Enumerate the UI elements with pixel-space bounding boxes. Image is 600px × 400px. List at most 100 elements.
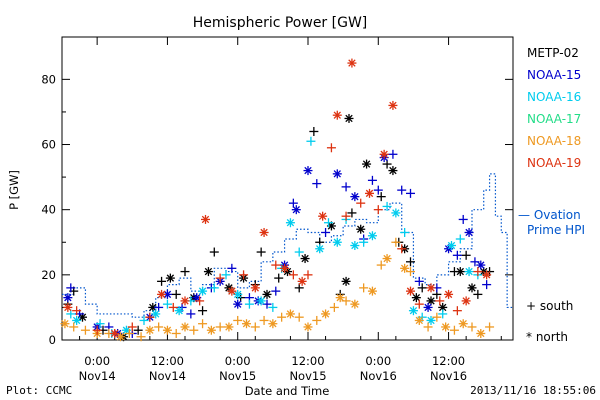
noaa-19-point-north bbox=[201, 214, 210, 224]
chart-title: Hemispheric Power [GW] bbox=[193, 15, 368, 31]
metp-02-point-north bbox=[467, 283, 477, 293]
x-tick-time: 12:00 bbox=[151, 354, 184, 368]
noaa-19-point-north bbox=[250, 283, 260, 293]
noaa-19-point-south bbox=[435, 296, 445, 306]
noaa-18-point-north bbox=[441, 322, 451, 332]
noaa-16-point-north bbox=[151, 309, 161, 319]
footer-timestamp: 2013/11/16 18:55:06 bbox=[470, 384, 596, 397]
noaa-15-point-south bbox=[367, 175, 377, 185]
noaa-16-point-north bbox=[408, 306, 418, 316]
noaa-18-point-north bbox=[458, 319, 468, 329]
legend-entry: NOAA-19 bbox=[527, 156, 581, 170]
metp-02-point-south bbox=[406, 257, 415, 267]
noaa-18-point-north bbox=[60, 319, 70, 329]
y-tick-label: 0 bbox=[49, 333, 56, 347]
noaa-18-point-south bbox=[449, 325, 459, 335]
y-tick-label: 40 bbox=[41, 203, 56, 217]
noaa-19-point-north bbox=[318, 211, 328, 221]
noaa-16-point-north bbox=[332, 237, 342, 247]
metp-02-point-north bbox=[344, 113, 354, 123]
noaa-18-point-south bbox=[233, 315, 243, 325]
noaa-18-point-north bbox=[321, 309, 331, 319]
noaa-18-point-north bbox=[224, 322, 234, 332]
noaa-19-point-north bbox=[227, 286, 237, 296]
noaa-16-point-south bbox=[455, 234, 465, 244]
noaa-19-point-north bbox=[426, 283, 436, 293]
noaa-19-point-north bbox=[461, 296, 471, 306]
metp-02-point-south bbox=[198, 306, 208, 316]
noaa-16-point-north bbox=[391, 208, 401, 218]
metp-02-point-south bbox=[473, 289, 483, 299]
metp-02-point-south bbox=[461, 250, 471, 260]
x-axis: 0:00Nov1412:00Nov140:00Nov1512:00Nov150:… bbox=[79, 37, 502, 383]
noaa-15-point-north bbox=[291, 205, 301, 215]
noaa-18-point-north bbox=[367, 286, 377, 296]
noaa-19-point-south bbox=[397, 244, 407, 254]
noaa-19-point-south bbox=[452, 306, 462, 316]
noaa-18-point-north bbox=[414, 315, 424, 325]
x-tick-time: 0:00 bbox=[225, 354, 251, 368]
noaa-18-point-north bbox=[303, 322, 313, 332]
noaa-15-point-south bbox=[482, 280, 492, 290]
x-tick-time: 12:00 bbox=[291, 354, 324, 368]
noaa-15-point-north bbox=[350, 192, 360, 202]
noaa-15-point-south bbox=[186, 309, 196, 319]
metp-02-point-south bbox=[157, 276, 167, 286]
legend-entry: NOAA-17 bbox=[527, 112, 581, 126]
noaa-15-point-south bbox=[388, 149, 398, 159]
noaa-18-point-south bbox=[277, 312, 287, 322]
noaa-16-point-north bbox=[464, 267, 474, 277]
metp-02-point-south bbox=[347, 208, 357, 218]
noaa-16-point-north bbox=[285, 218, 295, 228]
noaa-19-point-north bbox=[379, 149, 389, 159]
noaa-15-point-south bbox=[397, 185, 407, 195]
x-tick-time: 12:00 bbox=[432, 354, 465, 368]
noaa-18-point-south bbox=[329, 302, 339, 312]
noaa-19-point-south bbox=[215, 273, 225, 283]
footer-plot-credit: Plot: CCMC bbox=[6, 384, 72, 397]
noaa-16-point-north bbox=[256, 296, 266, 306]
noaa-15-point-south bbox=[373, 185, 383, 195]
noaa-18-point-north bbox=[180, 322, 190, 332]
noaa-18-point-north bbox=[242, 319, 251, 329]
metp-02-point-north bbox=[362, 159, 372, 169]
noaa-15-point-north bbox=[476, 260, 486, 270]
noaa-16-point-south bbox=[382, 201, 392, 211]
x-tick-date: Nov15 bbox=[289, 369, 326, 383]
noaa-15-point-north bbox=[162, 289, 172, 299]
noaa-15-point-north bbox=[464, 227, 474, 237]
noaa-18-point-south bbox=[312, 315, 322, 325]
x-tick-date: Nov14 bbox=[149, 369, 186, 383]
noaa-18-point-south bbox=[215, 322, 225, 332]
metp-02-point-north bbox=[165, 273, 175, 283]
x-tick-date: Nov16 bbox=[430, 369, 467, 383]
x-tick-time: 0:00 bbox=[365, 354, 391, 368]
metp-02-point-south bbox=[309, 126, 319, 136]
noaa-19-point-north bbox=[110, 328, 120, 338]
noaa-16-point-south bbox=[139, 315, 149, 325]
noaa-19-point-south bbox=[127, 322, 137, 332]
metp-02-point-south bbox=[133, 325, 143, 335]
noaa-19-point-south bbox=[414, 299, 424, 309]
noaa-18-point-south bbox=[189, 325, 199, 335]
x-axis-label: Date and Time bbox=[245, 384, 330, 398]
noaa-18-point-south bbox=[250, 322, 260, 332]
noaa-18-point-south bbox=[124, 328, 134, 338]
noaa-18-point-south bbox=[432, 312, 442, 322]
noaa-15-point-south bbox=[312, 179, 322, 189]
noaa-18-point-south bbox=[171, 328, 181, 338]
metp-02-point-north bbox=[341, 276, 351, 286]
noaa-16-point-south bbox=[221, 270, 231, 280]
noaa-18-point-south bbox=[341, 296, 351, 306]
metp-02-point-south bbox=[209, 247, 219, 257]
noaa-16-point-south bbox=[95, 319, 105, 329]
noaa-15-point-south bbox=[414, 276, 424, 286]
legend: METP-02 NOAA-15 NOAA-16 NOAA-17 NOAA-18 NOAA-… bbox=[527, 46, 581, 170]
noaa-18-point-north bbox=[162, 325, 172, 335]
legend-entry: NOAA-15 bbox=[527, 68, 581, 82]
noaa-19-point-south bbox=[473, 267, 483, 277]
noaa-15-point-north bbox=[332, 169, 342, 179]
metp-02-point-north bbox=[388, 166, 398, 176]
noaa-16-point-north bbox=[174, 306, 184, 316]
noaa-18-point-south bbox=[259, 315, 269, 325]
